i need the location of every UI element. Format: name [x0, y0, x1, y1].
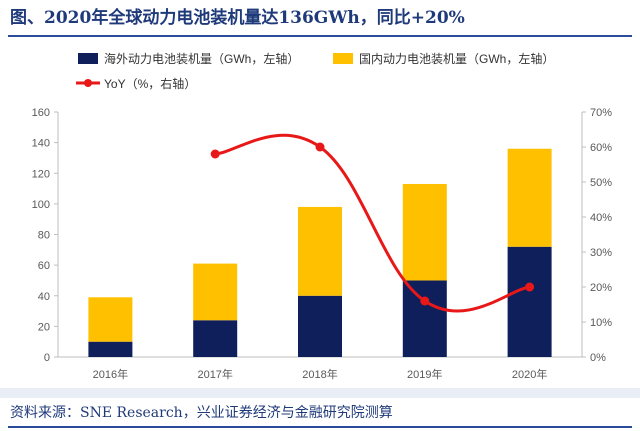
y-right-tick-label: 40% — [590, 212, 612, 224]
y-left-tick-label: 40 — [38, 291, 50, 303]
yoy-marker — [315, 142, 325, 152]
yoy-marker — [525, 282, 535, 292]
y-right-tick-label: 70% — [590, 107, 612, 119]
legend: 海外动力电池装机量（GWh，左轴） 国内动力电池装机量（GWh，左轴） YoY（… — [76, 51, 554, 91]
y-left-tick-label: 80 — [38, 230, 50, 242]
x-tick-label: 2019年 — [407, 367, 442, 381]
bar-overseas — [507, 246, 552, 357]
source-rule — [8, 426, 632, 428]
yoy-marker — [210, 149, 220, 159]
legend-label-yoy: YoY（%，右轴） — [104, 76, 196, 91]
title-rule — [8, 35, 632, 37]
y-right-tick-label: 30% — [590, 247, 612, 259]
bar-overseas — [402, 280, 447, 357]
chart: 海外动力电池装机量（GWh，左轴） 国内动力电池装机量（GWh，左轴） YoY（… — [32, 51, 613, 381]
bar-overseas — [88, 341, 133, 357]
legend-swatch-yoy-marker — [84, 79, 92, 87]
y-left-tick-label: 140 — [32, 138, 50, 150]
chart-title: 图、2020年全球动力电池装机量达136GWh，同比+20% — [10, 8, 465, 28]
y-right-tick-label: 0% — [590, 352, 606, 364]
bar-domestic — [193, 263, 238, 321]
y-right-tick-label: 60% — [590, 142, 612, 154]
bars — [88, 148, 552, 357]
yoy-marker — [420, 296, 430, 306]
x-tick-label: 2020年 — [512, 367, 547, 381]
source-band — [0, 388, 640, 398]
source-note: 资料来源：SNE Research，兴业证券经济与金融研究院测算 — [10, 405, 393, 421]
y-left-tick-label: 60 — [38, 260, 50, 272]
x-tick-label: 2016年 — [93, 367, 128, 381]
y-left-tick-label: 20 — [38, 321, 50, 333]
yoy-line — [215, 133, 530, 313]
legend-swatch-overseas — [78, 53, 98, 64]
bar-overseas — [193, 320, 238, 357]
y-left-tick-label: 0 — [44, 352, 50, 364]
bar-domestic — [88, 297, 133, 342]
y-right-tick-label: 50% — [590, 177, 612, 189]
x-tick-label: 2018年 — [302, 367, 337, 381]
y-left-tick-label: 100 — [32, 199, 50, 211]
legend-label-domestic: 国内动力电池装机量（GWh，左轴） — [359, 51, 554, 66]
yoy-series — [210, 133, 535, 313]
x-tick-label: 2017年 — [197, 367, 232, 381]
y-right-tick-label: 10% — [590, 317, 612, 329]
y-right-tick-label: 20% — [590, 282, 612, 294]
bar-domestic — [298, 206, 342, 296]
bar-domestic — [507, 148, 552, 247]
axes: 0 20 40 60 80 100 120 140 160 0% 10% 20% 30% 40% 50% 60… — [32, 107, 613, 381]
bar-overseas — [298, 295, 342, 357]
bar-domestic — [402, 183, 447, 281]
y-left-tick-label: 160 — [32, 107, 50, 119]
y-left-tick-label: 120 — [32, 168, 50, 180]
legend-swatch-domestic — [333, 53, 353, 64]
legend-label-overseas: 海外动力电池装机量（GWh，左轴） — [104, 51, 299, 66]
